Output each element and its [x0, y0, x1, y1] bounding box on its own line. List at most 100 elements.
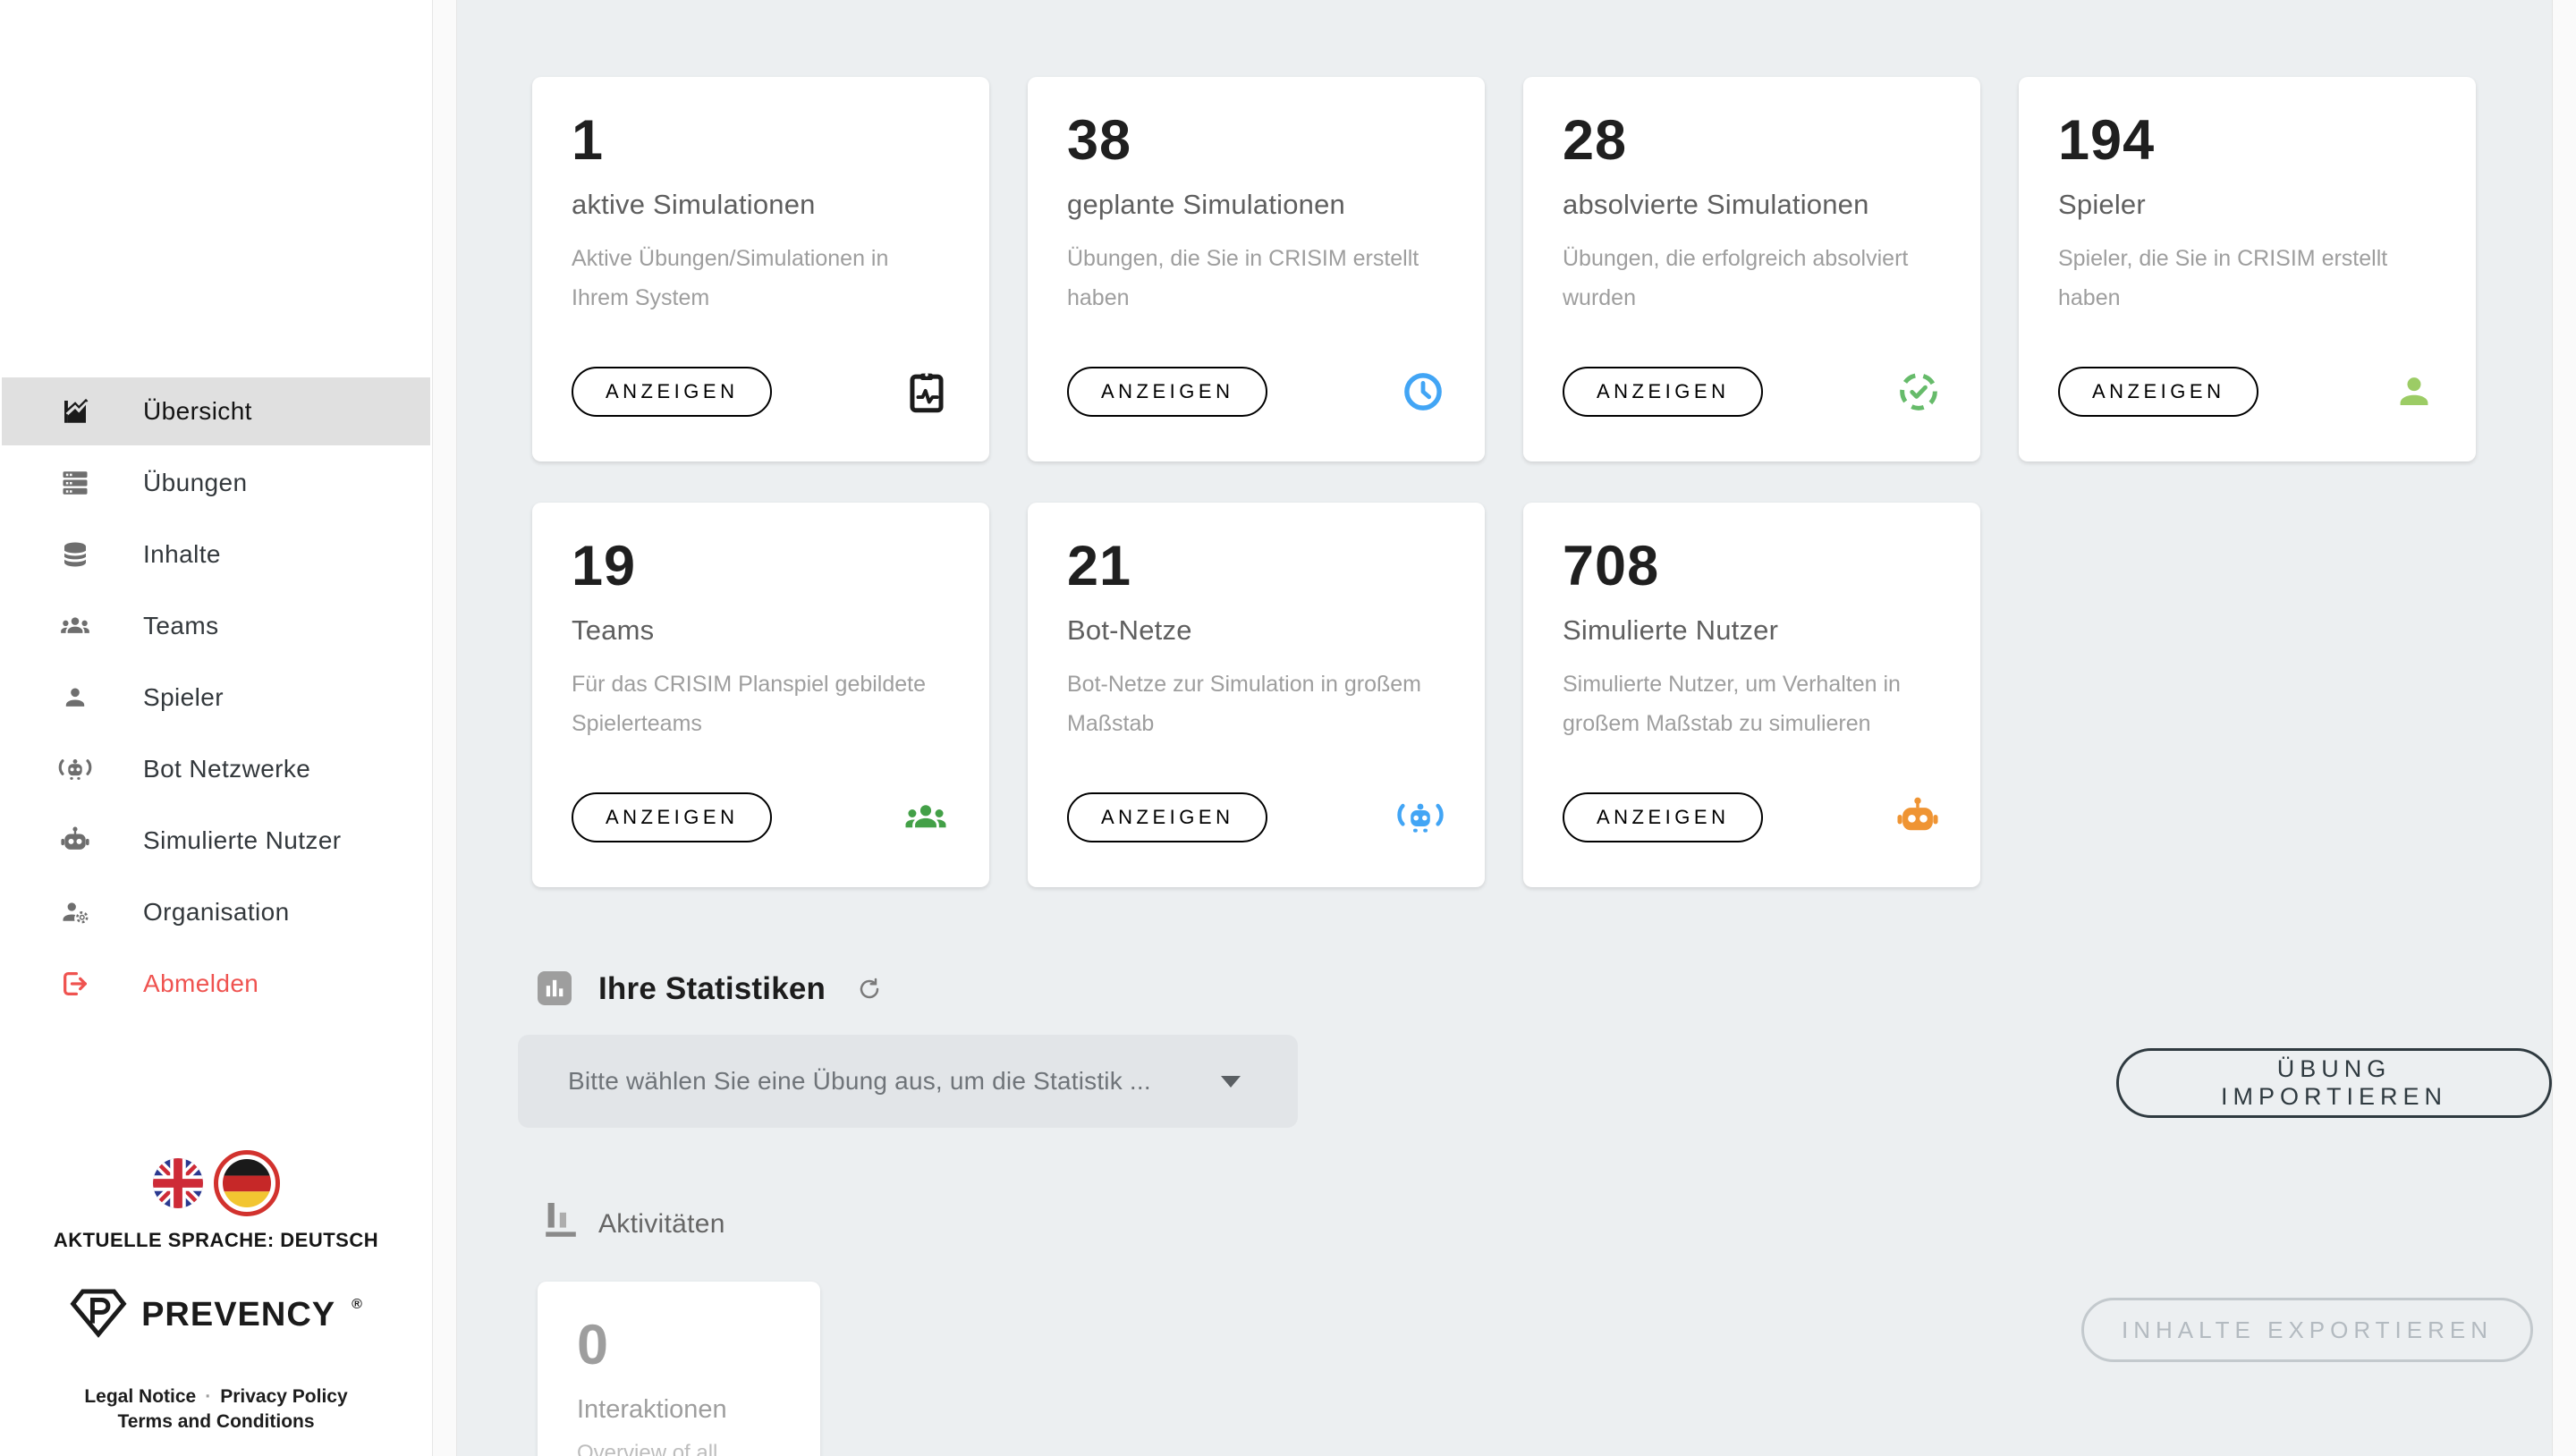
activities-section-title: Aktivitäten — [598, 1209, 725, 1239]
stat-card-simulierte-nutzer: 708 Simulierte Nutzer Simulierte Nutzer,… — [1523, 503, 1980, 887]
clock-icon — [1401, 369, 1445, 414]
link-separator: · — [205, 1386, 212, 1407]
sidebar-footer: AKTUELLE SPRACHE: DEUTSCH PREVENCY ® Lega… — [0, 1136, 432, 1456]
legal-links: Legal Notice · Privacy Policy Terms and Co… — [0, 1384, 432, 1435]
main-content: 1 aktive Simulationen Aktive Übungen/Sim… — [457, 0, 2552, 1456]
statistics-section-title: Ihre Statistiken — [598, 971, 826, 1006]
german-flag-selected-icon[interactable] — [213, 1150, 280, 1216]
anzeigen-button[interactable]: ANZEIGEN — [1067, 367, 1268, 417]
sidebar-item-organisation[interactable]: Organisation — [2, 878, 430, 946]
logout-icon — [57, 966, 93, 1002]
stat-card-aktive-simulationen: 1 aktive Simulationen Aktive Übungen/Sim… — [532, 77, 989, 461]
anzeigen-button[interactable]: ANZEIGEN — [572, 792, 773, 842]
sidebar-item-label: Bot Netzwerke — [143, 755, 311, 783]
bar-chart-square-icon — [538, 971, 572, 1005]
groups-icon — [57, 608, 93, 644]
sidebar-item-label: Inhalte — [143, 540, 221, 568]
stat-description: Aktive Übungen/Simulationen in Ihrem Sys… — [572, 246, 889, 310]
anzeigen-button[interactable]: ANZEIGEN — [1067, 792, 1268, 842]
stat-value: 28 — [1563, 109, 1628, 172]
sidebar-item-spieler[interactable]: Spieler — [2, 664, 430, 732]
sidebar-item-simulierte-nutzer[interactable]: Simulierte Nutzer — [2, 807, 430, 875]
sidebar: Übersicht Übungen Inhalte Teams — [0, 0, 433, 1456]
person-gear-icon — [57, 894, 93, 930]
groups-icon — [902, 793, 950, 842]
stat-description: Overview of all activities — [577, 1441, 718, 1456]
chevron-down-icon — [1221, 1075, 1241, 1088]
stat-title: Interaktionen — [577, 1395, 727, 1424]
bar-chart-underline-icon — [545, 1200, 577, 1238]
brand-name: PREVENCY — [141, 1296, 336, 1333]
stat-description: Übungen, die erfolgreich absolviert wurd… — [1563, 246, 1909, 310]
stat-title: absolvierte Simulationen — [1563, 189, 1869, 220]
sidebar-item-uebungen[interactable]: Übungen — [2, 449, 430, 517]
stat-description: Für das CRISIM Planspiel gebildete Spiel… — [572, 672, 927, 736]
stat-value: 19 — [572, 535, 637, 597]
stat-title: Bot-Netze — [1067, 614, 1192, 646]
area-chart-icon — [57, 394, 93, 429]
stat-card-bot-netze: 21 Bot-Netze Bot-Netze zur Simulation in… — [1028, 503, 1485, 887]
stat-value: 21 — [1067, 535, 1132, 597]
stat-card-teams: 19 Teams Für das CRISIM Planspiel gebild… — [532, 503, 989, 887]
stat-title: Teams — [572, 614, 655, 646]
anzeigen-button[interactable]: ANZEIGEN — [1563, 792, 1764, 842]
stat-card-spieler: 194 Spieler Spieler, die Sie in CRISIM e… — [2019, 77, 2476, 461]
stat-description: Simulierte Nutzer, um Verhalten in große… — [1563, 672, 1901, 736]
uk-flag-icon[interactable] — [152, 1158, 203, 1208]
stat-value: 38 — [1067, 109, 1132, 172]
anzeigen-button[interactable]: ANZEIGEN — [1563, 367, 1764, 417]
sidebar-item-label: Übungen — [143, 469, 248, 496]
uebung-importieren-button[interactable]: ÜBUNG IMPORTIEREN — [2116, 1048, 2552, 1118]
sidebar-item-label: Simulierte Nutzer — [143, 826, 342, 854]
stat-value: 0 — [577, 1314, 609, 1376]
current-language-label: AKTUELLE SPRACHE: DEUTSCH — [53, 1229, 379, 1251]
stat-title: aktive Simulationen — [572, 189, 816, 220]
person-icon — [57, 680, 93, 715]
database-icon — [57, 537, 93, 572]
sidebar-item-bot-netzwerke[interactable]: Bot Netzwerke — [2, 735, 430, 803]
stat-description: Übungen, die Sie in CRISIM erstellt habe… — [1067, 246, 1419, 310]
stat-value: 1 — [572, 109, 605, 172]
sidebar-item-uebersicht[interactable]: Übersicht — [2, 377, 430, 445]
robot-icon — [57, 823, 93, 859]
anzeigen-button[interactable]: ANZEIGEN — [572, 367, 773, 417]
clipboard-chart-icon — [903, 368, 950, 415]
stat-card-geplante-simulationen: 38 geplante Simulationen Übungen, die Si… — [1028, 77, 1485, 461]
sidebar-item-label: Übersicht — [143, 397, 252, 425]
robot-icon — [1894, 794, 1941, 841]
stat-title: Spieler — [2058, 189, 2146, 220]
check-circle-dashed-icon — [1896, 369, 1941, 414]
stat-title: geplante Simulationen — [1067, 189, 1345, 220]
stat-title: Simulierte Nutzer — [1563, 614, 1779, 646]
bot-network-icon — [57, 751, 93, 787]
dropdown-placeholder: Bitte wählen Sie eine Übung aus, um die … — [568, 1067, 1151, 1095]
stat-description: Bot-Netze zur Simulation in großem Maßst… — [1067, 672, 1421, 736]
page-scrollbar-track[interactable] — [2552, 0, 2576, 1456]
sidebar-item-label: Spieler — [143, 683, 224, 711]
inhalte-exportieren-button[interactable]: INHALTE EXPORTIEREN — [2081, 1298, 2533, 1362]
sidebar-item-label: Abmelden — [143, 969, 259, 997]
language-switcher — [0, 1150, 432, 1216]
diamond-p-logo-icon — [70, 1288, 127, 1342]
sidebar-item-label: Teams — [143, 612, 219, 639]
stat-value: 194 — [2058, 109, 2156, 172]
sidebar-item-teams[interactable]: Teams — [2, 592, 430, 660]
sidebar-item-abmelden[interactable]: Abmelden — [2, 950, 430, 1018]
sidebar-scrollbar-track[interactable] — [433, 0, 457, 1456]
brand-logo: PREVENCY ® — [0, 1288, 432, 1342]
sidebar-item-inhalte[interactable]: Inhalte — [2, 521, 430, 588]
stat-card-absolvierte-simulationen: 28 absolvierte Simulationen Übungen, die… — [1523, 77, 1980, 461]
sidebar-nav: Übersicht Übungen Inhalte Teams — [0, 377, 432, 1021]
refresh-icon[interactable] — [856, 976, 883, 1003]
sidebar-item-label: Organisation — [143, 898, 290, 926]
server-list-icon — [57, 465, 93, 501]
bot-network-icon — [1395, 799, 1445, 836]
interactions-card: 0 Interaktionen Overview of all activiti… — [538, 1282, 820, 1456]
privacy-policy-link[interactable]: Privacy Policy — [220, 1386, 348, 1407]
stat-cards-grid: 1 aktive Simulationen Aktive Übungen/Sim… — [532, 77, 2476, 887]
anzeigen-button[interactable]: ANZEIGEN — [2058, 367, 2259, 417]
exercise-select-dropdown[interactable]: Bitte wählen Sie eine Übung aus, um die … — [518, 1035, 1298, 1128]
terms-link[interactable]: Terms and Conditions — [117, 1411, 315, 1432]
legal-notice-link[interactable]: Legal Notice — [84, 1386, 197, 1407]
